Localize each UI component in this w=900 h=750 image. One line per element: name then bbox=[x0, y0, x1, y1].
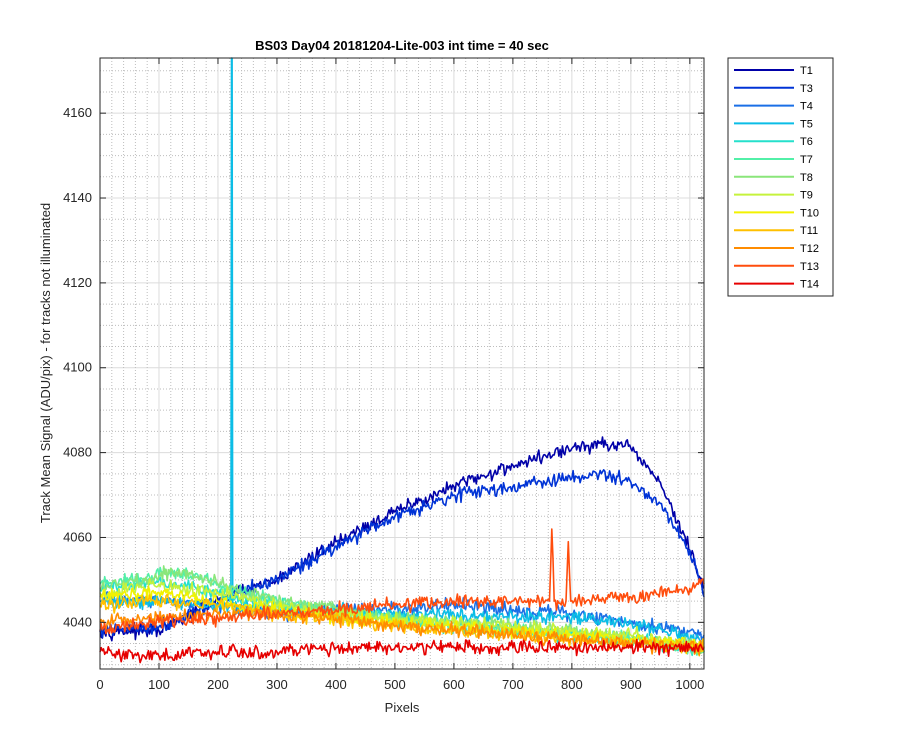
x-tick-label: 1000 bbox=[675, 677, 704, 692]
x-tick-label: 600 bbox=[443, 677, 465, 692]
legend-label-t11: T11 bbox=[800, 225, 818, 237]
legend-label-t14: T14 bbox=[800, 279, 819, 291]
plot-area bbox=[100, 58, 704, 669]
series-lines bbox=[99, 57, 705, 664]
y-tick-label: 4140 bbox=[63, 190, 92, 205]
legend-label-t1: T1 bbox=[800, 65, 813, 77]
x-tick-label: 400 bbox=[325, 677, 347, 692]
legend-label-t6: T6 bbox=[800, 136, 813, 148]
y-tick-label: 4080 bbox=[63, 445, 92, 460]
legend-label-t9: T9 bbox=[800, 190, 813, 202]
x-tick-label: 200 bbox=[207, 677, 229, 692]
series-line-t13 bbox=[99, 528, 705, 635]
y-axis-label: Track Mean Signal (ADU/pix) - for tracks… bbox=[38, 203, 53, 523]
y-tick-label: 4040 bbox=[63, 614, 92, 629]
plot-frame bbox=[99, 57, 705, 670]
x-tick-label: 300 bbox=[266, 677, 288, 692]
legend: T1 T3 T4 T5 T6 T7 T8 T9 T10 T11 T12 T13 T14 bbox=[727, 57, 834, 297]
series-line-t9 bbox=[99, 577, 705, 652]
y-tick-label: 4160 bbox=[63, 105, 92, 120]
x-axis-label: Pixels bbox=[385, 700, 420, 715]
chart-title: BS03 Day04 20181204-Lite-003 int time = … bbox=[255, 38, 549, 53]
legend-label-t7: T7 bbox=[800, 154, 813, 166]
series-line-t12 bbox=[99, 605, 705, 656]
series-line-t14 bbox=[99, 638, 705, 664]
x-tick-label: 500 bbox=[384, 677, 406, 692]
legend-label-t8: T8 bbox=[800, 172, 813, 184]
legend-label-t13: T13 bbox=[800, 261, 819, 273]
x-tick-label: 800 bbox=[561, 677, 583, 692]
x-tick-label: 700 bbox=[502, 677, 524, 692]
legend-label-t5: T5 bbox=[800, 118, 813, 130]
legend-label-t4: T4 bbox=[800, 101, 813, 113]
x-tick-label: 100 bbox=[148, 677, 170, 692]
y-tick-label: 4100 bbox=[63, 360, 92, 375]
x-tick-label: 900 bbox=[620, 677, 642, 692]
legend-label-t12: T12 bbox=[800, 243, 819, 255]
x-tick-label: 0 bbox=[96, 677, 103, 692]
y-tick-label: 4120 bbox=[63, 275, 92, 290]
legend-label-t3: T3 bbox=[800, 83, 813, 95]
legend-label-t10: T10 bbox=[800, 207, 819, 219]
y-tick-label: 4060 bbox=[63, 529, 92, 544]
axis-ticks: 0 100 200 300 400 500 600 700 800 900 1000 4040 4060… bbox=[63, 58, 704, 692]
